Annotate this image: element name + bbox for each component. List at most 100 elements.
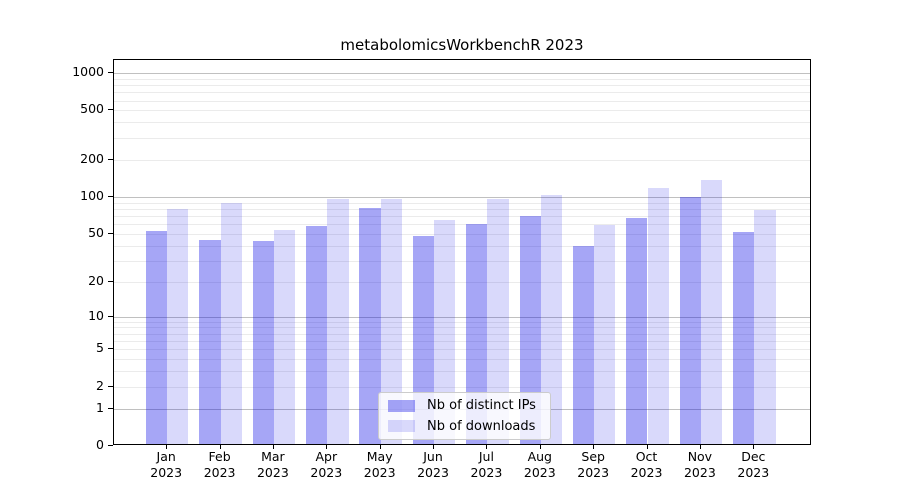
y-tick-1 xyxy=(108,407,113,409)
y-gridline-minor-7 xyxy=(114,333,810,335)
y-gridline-minor-70 xyxy=(114,215,810,217)
bar-distinct-ips-jan xyxy=(145,230,168,444)
bar-downloads-mar xyxy=(273,229,296,444)
y-gridline-minor-20 xyxy=(114,281,810,283)
x-tick-nov xyxy=(699,445,701,449)
y-tick-label-5: 5 xyxy=(96,340,104,356)
bar-layer xyxy=(114,60,810,444)
x-tick-label-apr: Apr 2023 xyxy=(310,449,343,480)
bar-distinct-ips-feb xyxy=(199,239,221,444)
bar-distinct-ips-aug xyxy=(519,216,541,444)
x-tick-feb xyxy=(219,445,221,449)
bar-downloads-feb xyxy=(220,202,242,444)
bar-downloads-nov xyxy=(700,180,723,444)
y-gridline-minor-40 xyxy=(114,245,810,247)
bar-downloads-dec xyxy=(754,210,776,444)
y-gridline-minor-400 xyxy=(114,122,810,124)
bar-downloads-oct xyxy=(647,188,669,444)
plot-area: Nb of distinct IPs Nb of downloads xyxy=(113,59,811,445)
legend-item-distinct-ips: Nb of distinct IPs xyxy=(379,398,550,413)
y-tick-label-50: 50 xyxy=(88,224,104,240)
x-tick-may xyxy=(379,445,381,449)
bar-distinct-ips-apr xyxy=(306,225,328,444)
y-tick-1000 xyxy=(108,72,113,73)
x-tick-label-sep: Sep 2023 xyxy=(577,449,610,480)
y-gridline-minor-6 xyxy=(114,340,810,342)
bar-distinct-ips-mar xyxy=(252,240,274,444)
y-tick-label-1: 1 xyxy=(96,399,104,415)
bar-downloads-may xyxy=(380,199,402,444)
x-tick-label-mar: Mar 2023 xyxy=(256,449,289,480)
bar-downloads-jan xyxy=(167,208,189,444)
bar-distinct-ips-dec xyxy=(733,231,755,444)
x-tick-label-aug: Aug 2023 xyxy=(523,449,556,480)
grid-layer xyxy=(114,60,810,444)
y-gridline-major-10 xyxy=(114,316,810,318)
y-tick-label-100: 100 xyxy=(80,187,104,203)
x-tick-aug xyxy=(539,445,541,449)
x-tick-dec xyxy=(753,445,755,449)
chart-title: metabolomicsWorkbenchR 2023 xyxy=(340,36,584,54)
legend: Nb of distinct IPs Nb of downloads xyxy=(378,392,551,440)
x-tick-label-dec: Dec 2023 xyxy=(737,449,770,480)
y-tick-5 xyxy=(108,348,113,350)
y-gridline-minor-60 xyxy=(114,224,810,226)
y-tick-200 xyxy=(108,158,113,160)
y-gridline-minor-4 xyxy=(114,359,810,361)
y-gridline-minor-8 xyxy=(114,327,810,329)
x-tick-label-feb: Feb 2023 xyxy=(203,449,236,480)
y-gridline-minor-5 xyxy=(114,349,810,351)
y-tick-label-200: 200 xyxy=(80,150,104,166)
y-gridline-minor-600 xyxy=(114,100,810,102)
bar-distinct-ips-jul xyxy=(466,223,488,444)
y-gridline-minor-500 xyxy=(114,110,810,112)
x-tick-label-jul: Jul 2023 xyxy=(470,449,503,480)
y-gridline-minor-90 xyxy=(114,202,810,204)
x-tick-label-oct: Oct 2023 xyxy=(630,449,663,480)
y-tick-label-20: 20 xyxy=(88,272,104,288)
legend-label-distinct-ips: Nb of distinct IPs xyxy=(427,398,536,414)
x-tick-jun xyxy=(433,445,434,449)
y-gridline-minor-900 xyxy=(114,78,810,80)
x-tick-label-may: May 2023 xyxy=(363,449,396,480)
y-gridline-major-100 xyxy=(114,196,810,198)
y-gridline-minor-2 xyxy=(114,386,810,388)
legend-label-downloads: Nb of downloads xyxy=(427,418,536,434)
legend-item-downloads: Nb of downloads xyxy=(379,419,550,434)
y-tick-50 xyxy=(108,232,113,234)
y-gridline-minor-300 xyxy=(114,137,810,139)
y-gridline-minor-3 xyxy=(114,371,810,373)
bar-downloads-apr xyxy=(327,199,349,444)
bar-downloads-aug xyxy=(540,194,563,444)
y-tick-500 xyxy=(108,109,113,111)
y-tick-label-2: 2 xyxy=(96,377,104,393)
legend-swatch-downloads xyxy=(388,420,415,433)
x-tick-label-jun: Jun 2023 xyxy=(417,449,449,480)
bar-distinct-ips-nov xyxy=(679,196,701,444)
y-tick-0 xyxy=(108,445,113,446)
bar-distinct-ips-oct xyxy=(626,217,648,444)
y-tick-10 xyxy=(108,315,113,317)
y-tick-label-1000: 1000 xyxy=(72,64,104,79)
x-tick-jan xyxy=(166,445,168,449)
y-tick-label-0: 0 xyxy=(96,437,104,452)
x-tick-sep xyxy=(593,445,595,449)
y-gridline-major-1000 xyxy=(114,73,810,74)
y-gridline-minor-700 xyxy=(114,92,810,94)
x-tick-label-nov: Nov 2023 xyxy=(683,449,716,480)
y-tick-100 xyxy=(108,195,113,197)
bar-distinct-ips-sep xyxy=(572,246,595,444)
y-tick-20 xyxy=(108,280,113,282)
y-tick-label-10: 10 xyxy=(88,307,104,323)
bar-downloads-jul xyxy=(487,199,509,444)
y-tick-label-500: 500 xyxy=(80,101,104,117)
y-gridline-minor-800 xyxy=(114,85,810,87)
x-tick-oct xyxy=(646,445,648,449)
y-gridline-minor-30 xyxy=(114,260,810,262)
x-tick-label-jan: Jan 2023 xyxy=(150,449,183,480)
bar-distinct-ips-may xyxy=(359,208,381,444)
y-tick-2 xyxy=(108,385,113,387)
y-gridline-minor-80 xyxy=(114,208,810,210)
y-gridline-minor-9 xyxy=(114,321,810,323)
